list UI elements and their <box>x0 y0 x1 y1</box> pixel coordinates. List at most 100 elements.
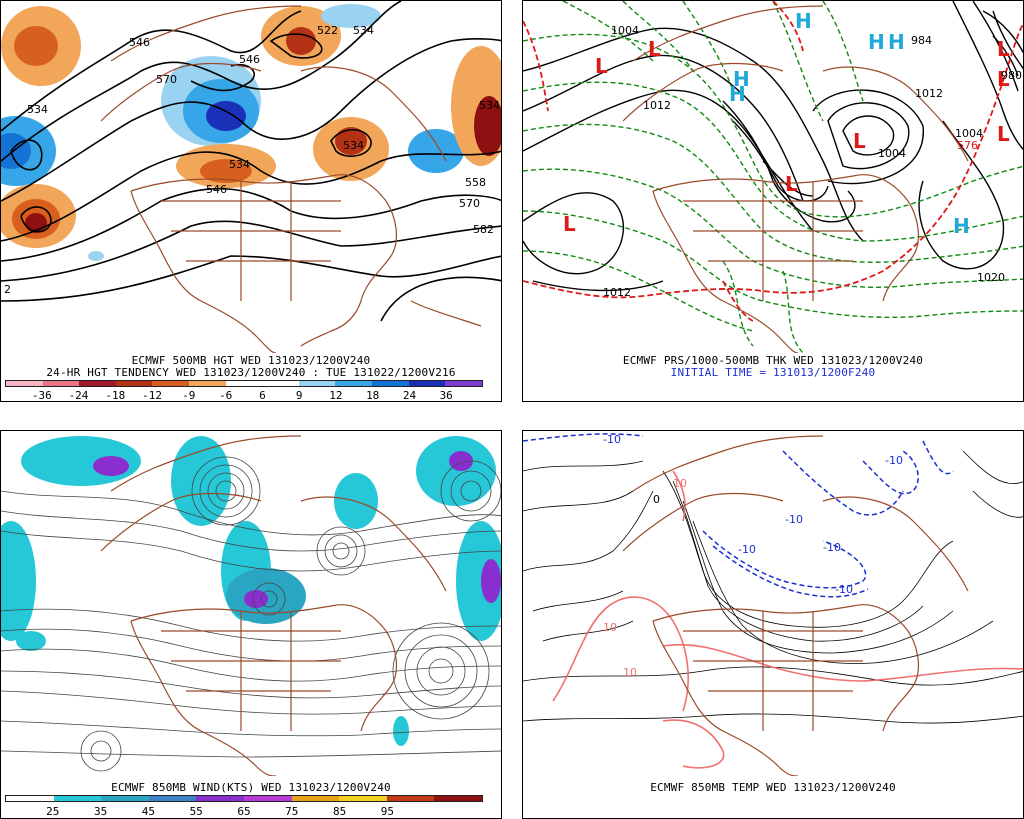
contour-label: 534 <box>353 24 374 37</box>
wind-legend-bar <box>5 795 483 802</box>
high-symbol: H <box>729 82 746 106</box>
contour-label: 1012 <box>915 87 943 100</box>
contour-label: 522 <box>317 24 338 37</box>
pressure-highs: H H H H H H <box>729 9 970 238</box>
contour-label: 534 <box>479 99 500 112</box>
contour-label: 1012 <box>603 286 631 299</box>
legend-label: 36 <box>439 389 453 402</box>
legend-label: 9 <box>295 389 303 402</box>
contour-label: 1004 <box>878 147 906 160</box>
map-pressure-thickness: L L L L L L L L H H H H H H 1004 1012 10… <box>523 1 1023 353</box>
contour-label: 984 <box>911 34 932 47</box>
panel-500mb-height: 534 546 570 522 534 534 534 546 534 546 … <box>0 0 502 402</box>
legend-label: 65 <box>237 805 251 818</box>
contour-label: -10 <box>785 513 803 526</box>
contour-label: 546 <box>239 53 260 66</box>
coastline <box>100 435 447 776</box>
contour-label: 534 <box>27 103 48 116</box>
legend-label: -12 <box>142 389 163 402</box>
map-850mb-temperature: -10 -10 -10 -10 -10 -10 10 10 10 0 <box>523 433 1023 776</box>
high-symbol: H <box>733 67 750 91</box>
panel-caption: ECMWF PRS/1000-500MB THK WED 131023/1200… <box>622 354 924 367</box>
contour-label: -10 <box>823 541 841 554</box>
contour-label: 582 <box>473 223 494 236</box>
tendency-shading <box>1 4 501 261</box>
contour-label: -10 <box>603 433 621 446</box>
legend-label: 45 <box>141 805 156 818</box>
low-symbol: L <box>997 67 1010 91</box>
panel-caption: ECMWF 850MB WIND(KTS) WED 131023/1200V24… <box>111 781 391 794</box>
high-symbol: H <box>953 214 970 238</box>
contour-label: 570 <box>156 73 177 86</box>
high-symbol: H <box>888 30 905 54</box>
panel-caption-initial-time: INITIAL TIME = 131013/1200F240 <box>670 366 876 379</box>
low-symbol: L <box>595 54 608 78</box>
contour-label: 10 <box>673 477 687 490</box>
legend-label: 25 <box>46 805 60 818</box>
temperature-contours <box>523 450 1023 724</box>
contour-label: 980 <box>1001 69 1022 82</box>
contour-labels: 1004 1012 1012 1012 1020 1004 980 1004 9… <box>603 24 1022 299</box>
contour-label: -10 <box>885 454 903 467</box>
contour-label: 2 <box>4 283 11 296</box>
panel-pressure-thickness: L L L L L L L L H H H H H H 1004 1012 10… <box>522 0 1024 402</box>
legend-label: 18 <box>366 389 380 402</box>
contour-label: 0 <box>653 493 660 506</box>
legend-label: 24 <box>402 389 417 402</box>
legend-label: -18 <box>105 389 126 402</box>
legend-label: 12 <box>329 389 343 402</box>
coastline <box>622 435 969 776</box>
legend-label: -24 <box>68 389 89 402</box>
coastline <box>622 5 969 353</box>
contour-label: 10 <box>623 666 637 679</box>
pressure-lows: L L L L L L L L <box>563 37 1010 236</box>
temperature-warm-contours <box>552 470 1023 769</box>
contour-labels: -10 -10 -10 -10 -10 -10 10 10 10 0 <box>603 433 903 679</box>
contour-label: 534 <box>229 158 250 171</box>
coastline <box>100 5 482 353</box>
contour-label: 576 <box>957 139 978 152</box>
panel-850mb-wind: ECMWF 850MB WIND(KTS) WED 131023/1200V24… <box>0 430 502 819</box>
contour-label: 1004 <box>955 127 983 140</box>
contour-label: 534 <box>343 139 364 152</box>
low-symbol: L <box>785 172 798 196</box>
isobars <box>523 1 1023 292</box>
legend-label: -9 <box>182 389 196 402</box>
panel-850mb-temperature: -10 -10 -10 -10 -10 -10 10 10 10 0 ECMWF… <box>522 430 1024 819</box>
contour-label: 1012 <box>643 99 671 112</box>
contour-label: -10 <box>835 583 853 596</box>
contour-label: 546 <box>129 36 150 49</box>
legend-label: 85 <box>332 805 347 818</box>
map-500mb-height: 534 546 570 522 534 534 534 546 534 546 … <box>1 1 501 353</box>
map-850mb-wind <box>1 435 501 776</box>
contour-labels: 534 546 570 522 534 534 534 546 534 546 … <box>4 24 500 296</box>
panel-caption: ECMWF 850MB TEMP WED 131023/1200V240 <box>650 781 896 794</box>
low-symbol: L <box>997 122 1010 146</box>
panel-caption: ECMWF 500MB HGT WED 131023/1200V240 <box>131 354 371 367</box>
low-symbol: L <box>997 37 1010 61</box>
thickness-lines-red <box>523 1 1023 322</box>
contour-label: 1004 <box>611 24 639 37</box>
wind-legend-labels: 25 35 45 55 65 75 85 95 <box>5 805 483 818</box>
height-contours <box>1 1 501 322</box>
contour-label: 570 <box>459 197 480 210</box>
legend-label: 35 <box>93 805 108 818</box>
panel-caption-secondary: 24-HR HGT TENDENCY WED 131023/1200V240 :… <box>46 366 456 379</box>
legend-label: -6 <box>218 389 233 402</box>
tendency-legend-bar <box>5 380 483 387</box>
low-symbol: L <box>563 212 576 236</box>
streamlines <box>1 456 501 772</box>
low-symbol: L <box>648 37 661 61</box>
legend-label: 55 <box>189 805 203 818</box>
contour-label: 10 <box>603 621 617 634</box>
low-symbol: L <box>853 129 866 153</box>
contour-label: 558 <box>465 176 486 189</box>
contour-label: -10 <box>738 543 756 556</box>
contour-label: 546 <box>206 183 227 196</box>
legend-label: 75 <box>285 805 299 818</box>
tendency-legend-labels: -36 -24 -18 -12 -9 -6 6 9 12 18 24 36 <box>5 389 483 402</box>
contour-label: 1020 <box>977 271 1005 284</box>
legend-label: 95 <box>380 805 395 818</box>
wind-shading <box>1 436 501 746</box>
high-symbol: H <box>795 9 812 33</box>
